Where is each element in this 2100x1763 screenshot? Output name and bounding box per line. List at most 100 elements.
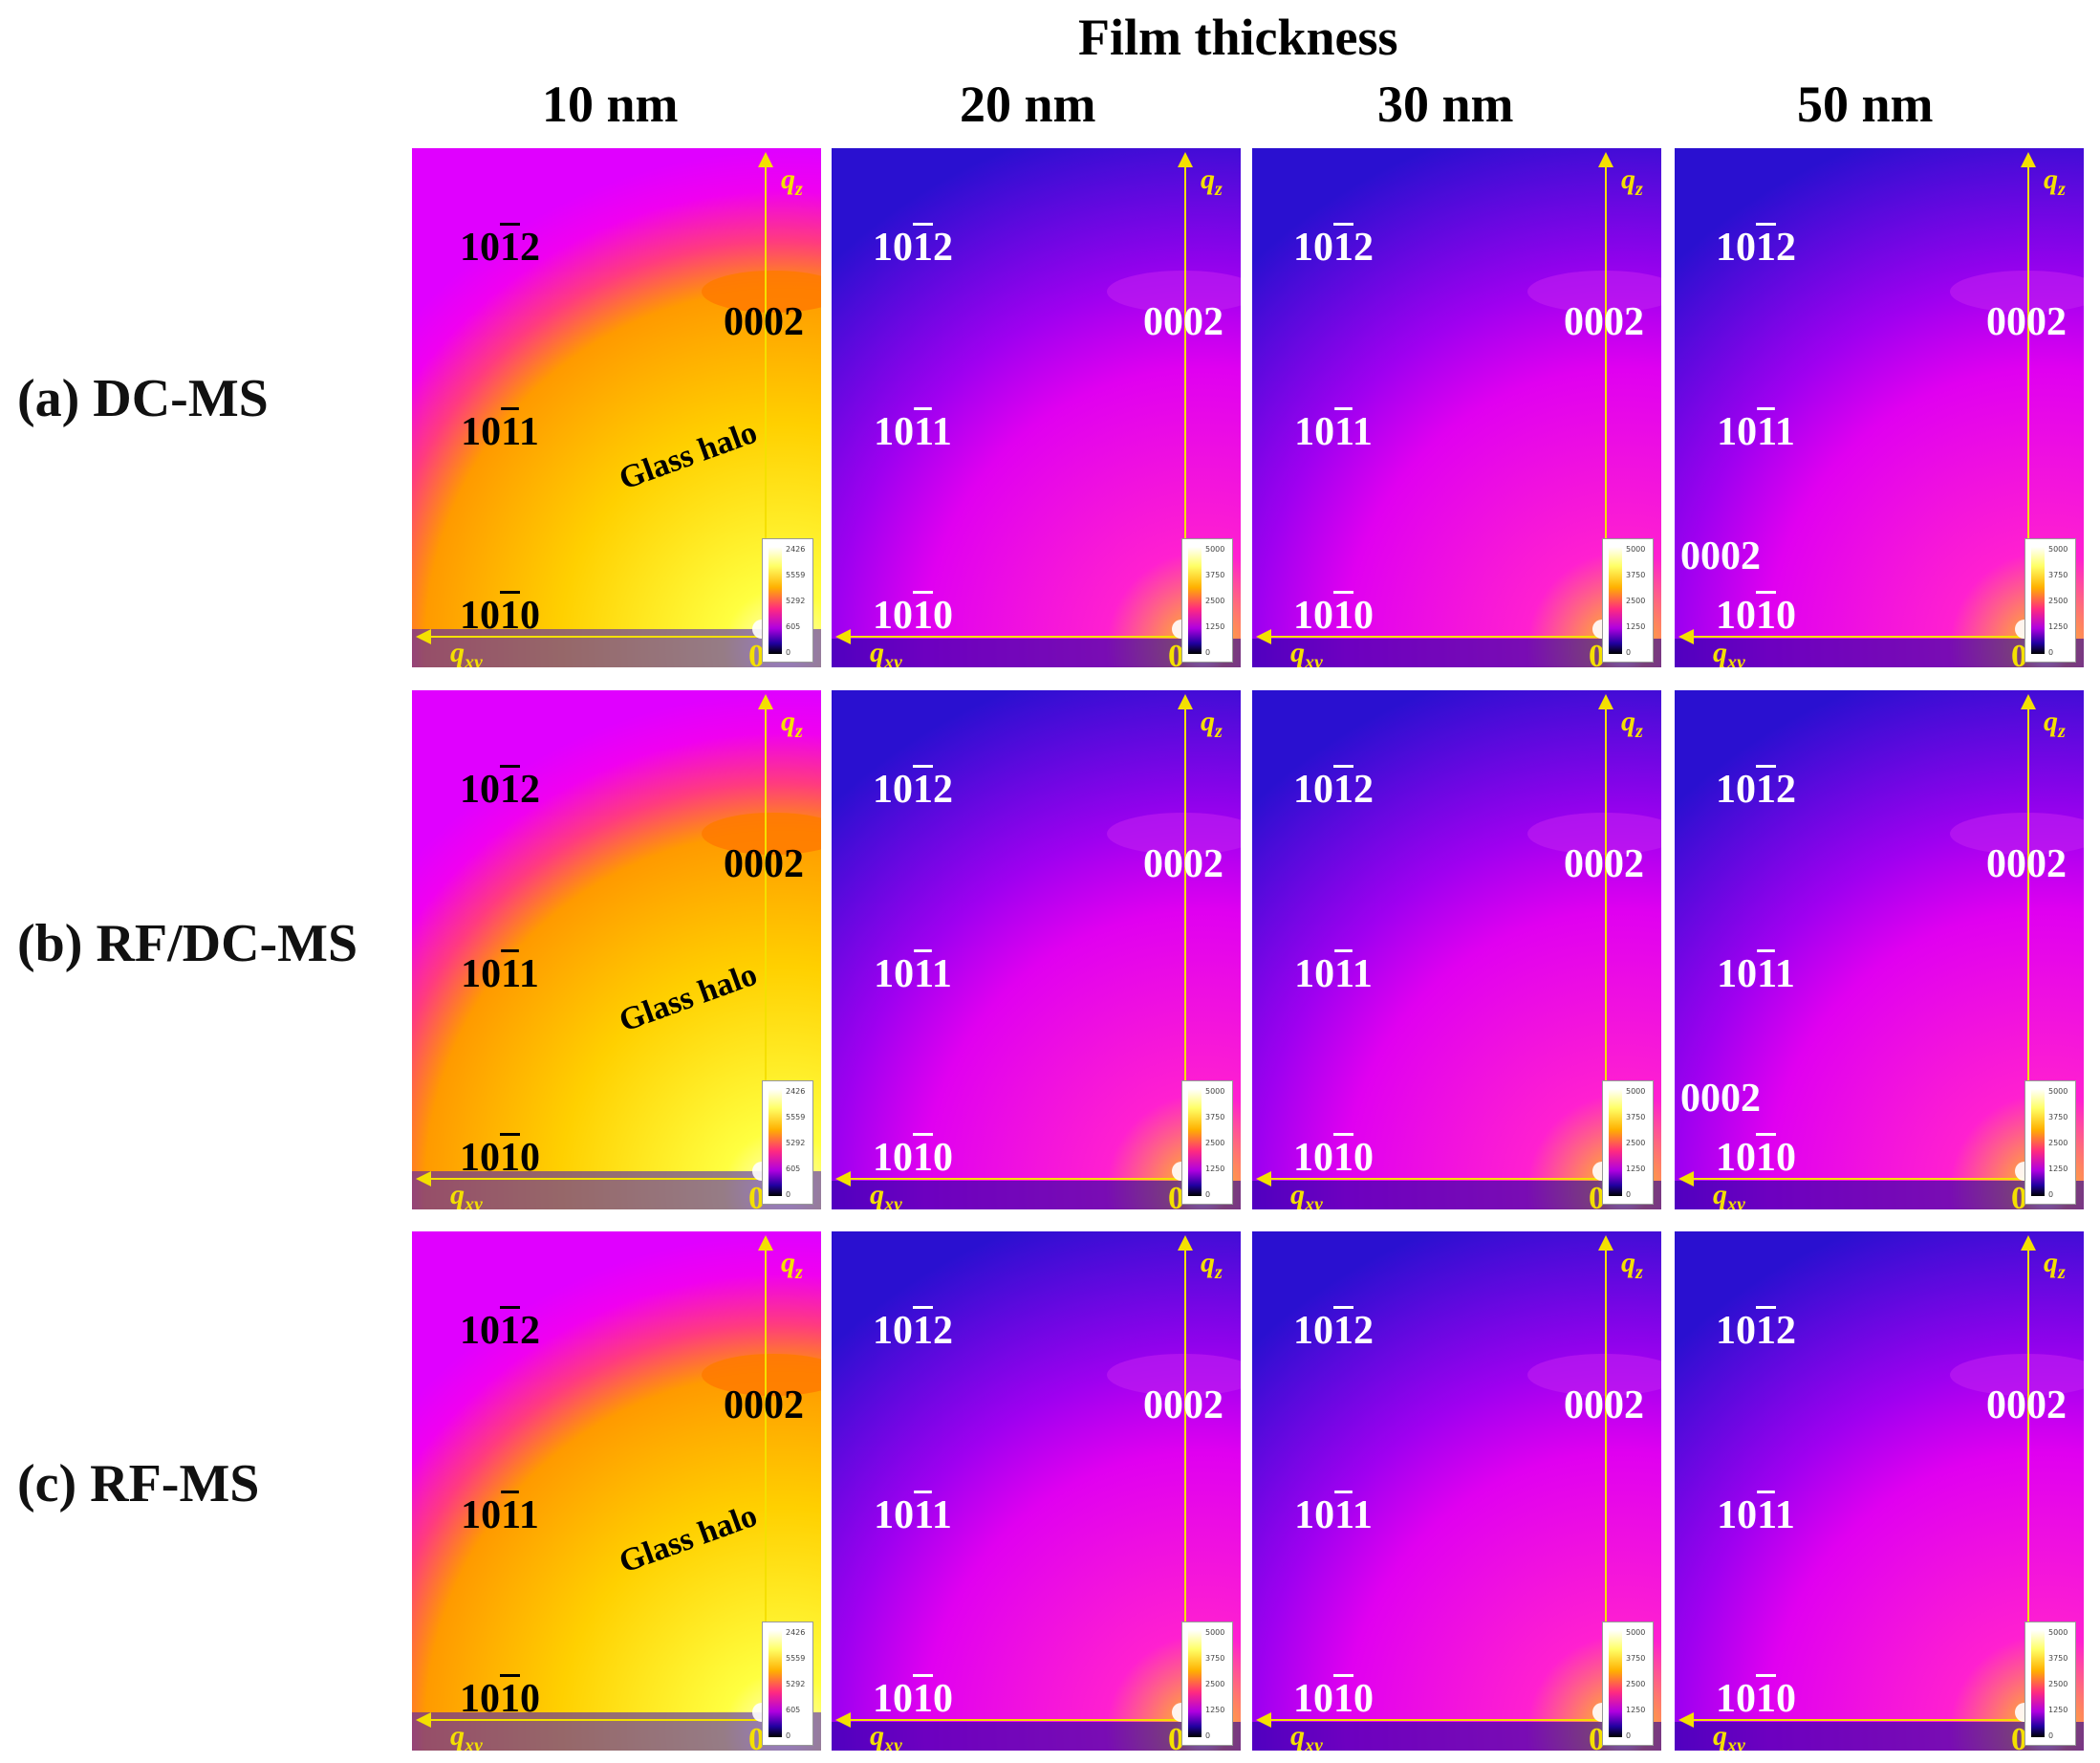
diffraction-panel: qz qxy 0 5000 3750 2500 1250 0 1012 0002 1011 1010 <box>1252 690 1661 1209</box>
qz-axis-label: qz <box>1621 706 1643 742</box>
peak-label-1010: 1010 <box>1716 1136 1796 1180</box>
qxy-axis-label: qxy <box>870 637 902 668</box>
diffraction-intensity-map <box>1252 1231 1661 1751</box>
colorbar-tick: 0 <box>786 1190 791 1199</box>
column-header-20nm: 20 nm <box>960 76 1096 133</box>
colorbar-tick: 1250 <box>1626 1164 1646 1173</box>
colorbar-tick: 5000 <box>1205 1628 1225 1637</box>
diffraction-panel: qz qxy 0 5000 3750 2500 1250 0 1012 0002 1011 1010 <box>832 148 1241 667</box>
intensity-colorbar: 5000 3750 2500 1250 0 <box>1181 1622 1233 1746</box>
colorbar-tick: 2500 <box>1205 597 1225 605</box>
origin-label: 0 <box>1589 639 1605 668</box>
peak-label-1012: 1012 <box>873 226 953 270</box>
origin-label: 0 <box>1589 1722 1605 1752</box>
colorbar-gradient <box>1188 1089 1202 1196</box>
origin-label: 0 <box>1168 1181 1184 1210</box>
row-label-rf-dc-ms: (b) RF/DC-MS <box>17 914 358 973</box>
peak-label-0002: 0002 <box>1143 1383 1223 1427</box>
colorbar-tick: 605 <box>786 1164 801 1173</box>
intensity-colorbar: 5000 3750 2500 1250 0 <box>1602 1622 1654 1746</box>
intensity-colorbar: 2426 5559 5292 605 0 <box>762 1080 813 1205</box>
colorbar-tick: 2500 <box>1205 1139 1225 1147</box>
origin-label: 0 <box>1168 639 1184 668</box>
intensity-colorbar: 5000 3750 2500 1250 0 <box>1181 1080 1233 1205</box>
intensity-colorbar: 2426 5559 5292 605 0 <box>762 538 813 663</box>
colorbar-tick: 5000 <box>2048 545 2068 554</box>
colorbar-tick: 1250 <box>1205 622 1225 631</box>
peak-label-1010: 1010 <box>1293 1677 1374 1721</box>
origin-label: 0 <box>748 639 765 668</box>
peak-label-1012: 1012 <box>1293 1309 1374 1353</box>
diffraction-panel: qz qxy 0 2426 5559 5292 605 0 1012 0002 1011 1010 Gl… <box>412 690 821 1209</box>
peak-label-1012: 1012 <box>460 226 540 270</box>
qz-axis-label: qz <box>2044 706 2066 742</box>
colorbar-tick: 3750 <box>2048 571 2068 579</box>
peak-label-0002: 0002 <box>724 842 804 886</box>
qxy-axis-label: qxy <box>450 1720 483 1752</box>
colorbar-tick: 0 <box>786 648 791 657</box>
diffraction-intensity-map <box>412 690 821 1209</box>
peak-label-0002: 0002 <box>1564 842 1644 886</box>
peak-label-1010: 1010 <box>873 1136 953 1180</box>
colorbar-tick: 5000 <box>1626 545 1646 554</box>
colorbar-gradient <box>1188 1630 1202 1737</box>
colorbar-tick: 605 <box>786 622 801 631</box>
peak-label-1011: 1011 <box>461 952 539 996</box>
diffraction-intensity-map <box>412 1231 821 1751</box>
colorbar-tick: 2500 <box>2048 1680 2068 1688</box>
colorbar-tick: 5000 <box>1205 1087 1225 1096</box>
diffraction-panel: qz qxy 0 5000 3750 2500 1250 0 1012 0002 1011 1010 <box>1252 1231 1661 1751</box>
peak-label-0002: 0002 <box>1986 1383 2067 1427</box>
colorbar-tick: 2426 <box>786 545 806 554</box>
colorbar-tick: 1250 <box>1205 1164 1225 1173</box>
peak-label-1010: 1010 <box>1716 594 1796 638</box>
colorbar-tick: 5000 <box>1205 545 1225 554</box>
peak-label-0002: 0002 <box>1986 300 2067 344</box>
colorbar-tick: 5000 <box>2048 1628 2068 1637</box>
colorbar-gradient <box>1188 547 1202 654</box>
qxy-axis-label: qxy <box>1290 1720 1323 1752</box>
colorbar-tick: 2500 <box>1626 1680 1646 1688</box>
colorbar-gradient <box>1609 1630 1622 1737</box>
column-header-50nm: 50 nm <box>1797 76 1934 133</box>
qz-axis-label: qz <box>1621 1247 1643 1283</box>
colorbar-tick: 2500 <box>2048 597 2068 605</box>
peak-label-1012: 1012 <box>1716 768 1796 812</box>
peak-label-1011: 1011 <box>1294 1493 1373 1537</box>
qxy-axis-label: qxy <box>1290 637 1323 668</box>
peak-label-1011: 1011 <box>461 410 539 454</box>
qz-axis-label: qz <box>781 706 803 742</box>
column-header-10nm: 10 nm <box>542 76 679 133</box>
peak-label-1011: 1011 <box>1294 410 1373 454</box>
peak-label-1010: 1010 <box>1293 594 1374 638</box>
colorbar-tick: 3750 <box>1205 1113 1225 1121</box>
origin-label: 0 <box>2011 1181 2027 1210</box>
colorbar-tick: 1250 <box>2048 1164 2068 1173</box>
colorbar-tick: 3750 <box>1205 1654 1225 1663</box>
colorbar-tick: 3750 <box>1626 1654 1646 1663</box>
peak-label-0002: 0002 <box>724 300 804 344</box>
origin-label: 0 <box>748 1722 765 1752</box>
qz-axis-label: qz <box>781 1247 803 1283</box>
peak-label-1010: 1010 <box>1716 1677 1796 1721</box>
diffraction-intensity-map <box>832 148 1241 667</box>
colorbar-tick: 1250 <box>2048 1706 2068 1714</box>
colorbar-gradient <box>2031 547 2045 654</box>
peak-label-1011: 1011 <box>1717 1493 1795 1537</box>
diffraction-panel: qz qxy 0 5000 3750 2500 1250 0 1012 0002 1011 1010 0… <box>1675 690 2084 1209</box>
colorbar-gradient <box>1609 547 1622 654</box>
colorbar-tick: 5559 <box>786 1654 806 1663</box>
intensity-colorbar: 5000 3750 2500 1250 0 <box>1181 538 1233 663</box>
diffraction-panel: qz qxy 0 5000 3750 2500 1250 0 1012 0002 1011 1010 0… <box>1675 148 2084 667</box>
peak-label-1012: 1012 <box>873 768 953 812</box>
peak-label-1012: 1012 <box>1293 226 1374 270</box>
colorbar-tick: 3750 <box>1626 1113 1646 1121</box>
row-label-rf-ms: (c) RF-MS <box>17 1454 260 1513</box>
peak-label-1010: 1010 <box>1293 1136 1374 1180</box>
peak-label-1012: 1012 <box>873 1309 953 1353</box>
diffraction-intensity-map <box>832 690 1241 1209</box>
peak-label-0002: 0002 <box>1143 300 1223 344</box>
colorbar-tick: 3750 <box>2048 1113 2068 1121</box>
peak-label-1010: 1010 <box>460 594 540 638</box>
origin-label: 0 <box>1168 1722 1184 1752</box>
